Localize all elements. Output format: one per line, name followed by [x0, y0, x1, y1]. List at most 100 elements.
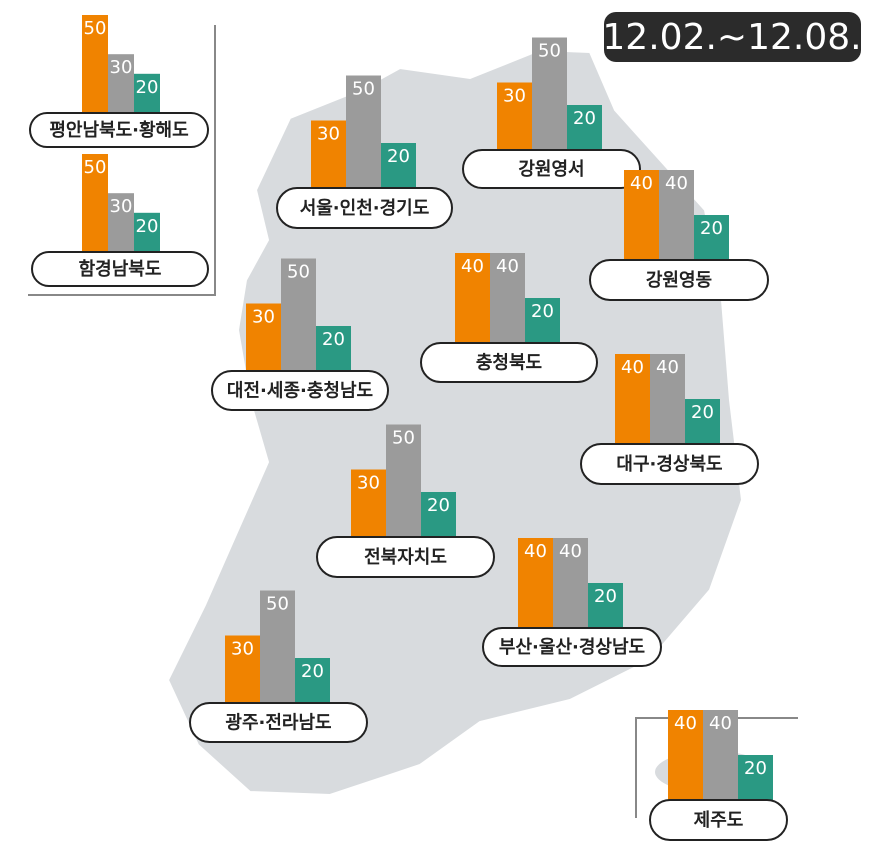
bar [668, 710, 703, 800]
region-label: 함경남북도 [79, 258, 162, 280]
bar-value: 30 [231, 639, 254, 660]
region-label: 서울·인천·경기도 [300, 198, 430, 219]
bar [281, 258, 316, 371]
bar [703, 710, 738, 800]
region-label: 대구·경상북도 [616, 454, 722, 475]
bar-value: 40 [621, 357, 644, 378]
bar-value: 30 [357, 473, 380, 494]
inset-frame [28, 25, 216, 296]
bar [518, 538, 553, 628]
region-label-box [462, 149, 641, 189]
region-label-box [589, 259, 769, 301]
bar-value: 20 [744, 758, 767, 779]
bar-value: 20 [387, 146, 410, 167]
bar-value: 30 [110, 196, 133, 217]
region-label-box [31, 251, 209, 287]
bar [260, 590, 295, 703]
bar-value: 50 [287, 262, 310, 283]
bar [346, 75, 381, 188]
bar [567, 105, 602, 150]
bar [455, 253, 490, 343]
region-label-box [211, 370, 389, 411]
region-label: 제주도 [694, 810, 744, 831]
bar [615, 354, 650, 444]
bar-value: 50 [538, 41, 561, 62]
bar-value: 30 [252, 307, 275, 328]
region-label-box [316, 536, 495, 578]
bar [553, 538, 588, 628]
bar-value: 40 [630, 173, 653, 194]
bar [386, 424, 421, 537]
bar-value: 30 [317, 124, 340, 145]
bar-value: 40 [524, 541, 547, 562]
bar [532, 37, 567, 150]
bar [246, 303, 281, 371]
bar [134, 212, 160, 252]
region-label: 평안남북도·황해도 [49, 120, 188, 141]
region-label: 강원영동 [646, 270, 712, 291]
bar-value: 50 [266, 594, 289, 615]
region-label: 대전·세종·충청남도 [227, 381, 373, 402]
bar-value: 30 [110, 57, 133, 78]
bar [381, 143, 416, 188]
bar-value: 20 [427, 495, 450, 516]
bar-value: 50 [352, 79, 375, 100]
bar [738, 755, 773, 800]
bar [134, 73, 160, 113]
bar-value: 20 [322, 329, 345, 350]
bar-value: 50 [84, 157, 107, 178]
bar [316, 326, 351, 371]
bar-value: 40 [709, 713, 732, 734]
bar [685, 399, 720, 444]
bar-value: 20 [691, 402, 714, 423]
bar [588, 583, 623, 628]
bar-value: 50 [392, 428, 415, 449]
bar [624, 170, 659, 260]
region-label-box [420, 342, 598, 383]
region-label: 전북자치도 [364, 547, 447, 568]
jeju-frame [635, 717, 798, 818]
bar-value: 40 [656, 357, 679, 378]
bar [421, 492, 456, 537]
bar-value: 20 [136, 216, 159, 237]
region-label: 부산·울산·경상남도 [499, 637, 645, 658]
bar-value: 40 [461, 256, 484, 277]
date-text: 12.02.~12.08. [602, 17, 861, 58]
bar [525, 298, 560, 343]
bar [650, 354, 685, 444]
bar [108, 193, 134, 252]
bar-value: 20 [531, 301, 554, 322]
region-label-box [580, 443, 759, 485]
bar-value: 20 [700, 218, 723, 239]
bar-value: 20 [594, 586, 617, 607]
bar [108, 54, 134, 113]
region-label: 강원영서 [518, 159, 584, 180]
bar-value: 20 [301, 661, 324, 682]
region-label-box [29, 112, 209, 148]
region-label: 광주·전라남도 [225, 713, 331, 734]
bar [82, 15, 108, 113]
bar-value: 40 [559, 541, 582, 562]
bar [295, 658, 330, 703]
bar-value: 20 [573, 108, 596, 129]
bar [311, 120, 346, 188]
date-badge [604, 12, 861, 62]
bar-value: 40 [674, 713, 697, 734]
region-label-box [189, 702, 368, 743]
bar-value: 40 [496, 256, 519, 277]
bar [490, 253, 525, 343]
bar [694, 215, 729, 260]
bar-value: 30 [503, 86, 526, 107]
region-label-box [276, 187, 453, 229]
bar [225, 635, 260, 703]
region-label-box [482, 627, 662, 667]
bar-value: 20 [136, 77, 159, 98]
bar-value: 40 [665, 173, 688, 194]
bar [659, 170, 694, 260]
region-label: 충청북도 [476, 353, 542, 374]
bar [497, 82, 532, 150]
bar [82, 154, 108, 252]
bar-value: 50 [84, 18, 107, 39]
bar [351, 469, 386, 537]
